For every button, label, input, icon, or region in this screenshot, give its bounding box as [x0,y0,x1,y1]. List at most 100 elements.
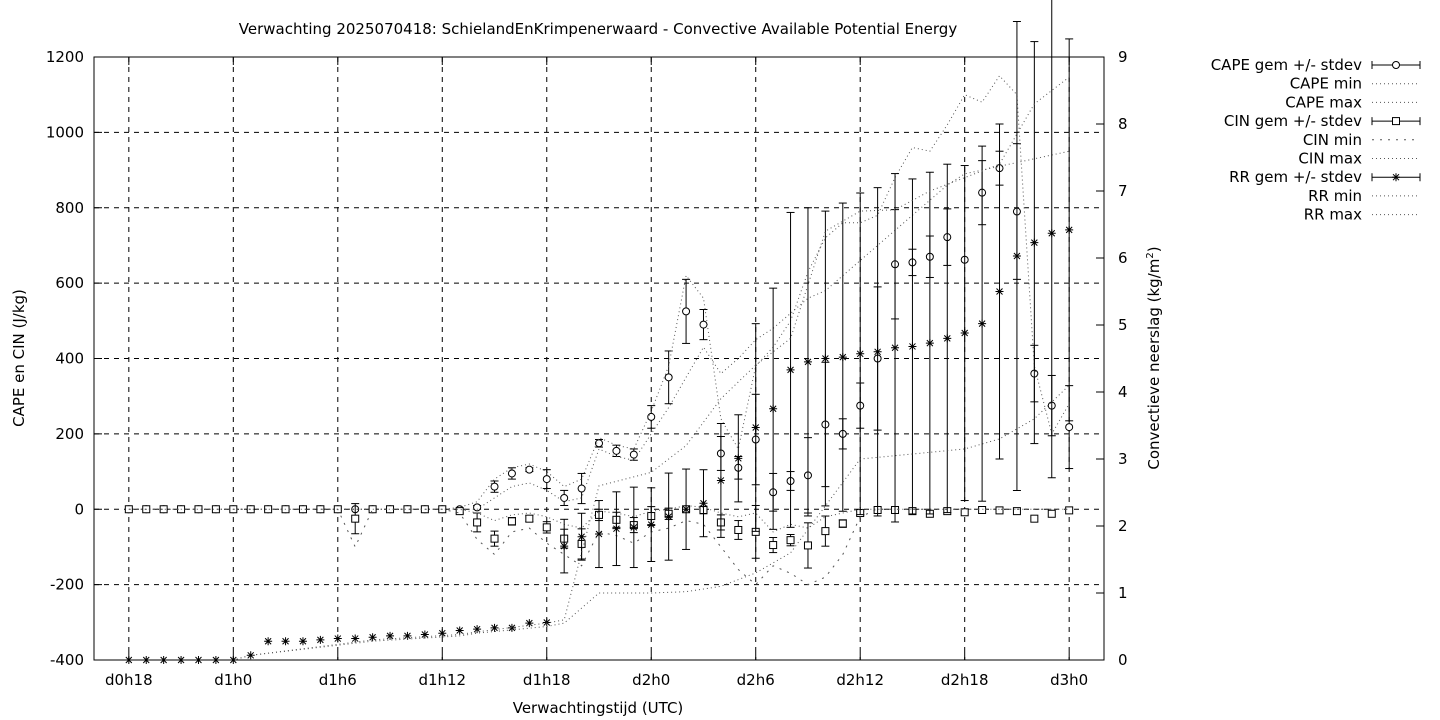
series-cape-min [128,150,1070,510]
data-point-star [368,633,377,642]
data-point-circle [595,439,603,448]
data-point-star [316,635,325,644]
data-point-circle [560,493,569,502]
data-point-circle [647,412,656,421]
data-point-square [821,527,830,536]
data-point-square [1030,514,1039,523]
data-point-square [769,541,778,550]
legend-marker [1392,61,1400,69]
data-point-star [542,618,551,627]
x-axis-label: Verwachtingstijd (UTC) [513,699,684,717]
data-point-star [908,342,917,351]
y-left-tick-label: -200 [50,576,84,594]
chart-title: Verwachting 2025070418: SchielandEnKrimp… [239,20,958,38]
series-cin-max [128,504,1070,533]
legend-label: RR max [1304,206,1362,224]
data-point-star [1065,225,1074,234]
x-tick-label: d1h12 [418,671,466,689]
data-point-star [803,357,812,366]
data-point-star [333,634,342,643]
x-tick-label: d2h0 [632,671,670,689]
data-point-star [682,505,691,514]
data-point-star [386,631,395,640]
y-right-tick-label: 0 [1118,651,1128,669]
data-point-star [978,319,987,328]
data-point-circle [507,469,516,478]
series-rr-gem-stdev [124,0,1074,664]
legend-marker [1392,117,1400,126]
data-point-square [351,514,360,523]
data-point-star [751,423,760,432]
data-point-square [734,525,743,534]
data-point-square [403,505,412,514]
data-point-square [211,505,220,514]
y-left-tick-label: 1200 [46,48,84,66]
data-point-star [891,343,900,352]
data-point-star [925,339,934,348]
data-point-circle [473,503,482,512]
data-point-star [403,631,412,640]
legend-label: CIN gem +/- stdev [1224,112,1362,130]
data-point-square [1065,506,1074,515]
data-point-square [838,519,847,528]
series-cape-max [128,74,1070,510]
series-rr-min [128,384,1070,661]
data-point-star [629,523,638,532]
data-point-star [281,637,290,646]
data-point-star [769,404,778,413]
data-point-square [542,523,551,532]
plot-series [124,0,1074,664]
data-point-star [647,520,656,529]
data-point-square [368,505,377,514]
legend-label: CAPE min [1290,75,1362,93]
y-axis-right-label: Convectieve neerslag (kg/m2) [1145,246,1163,469]
data-point-circle [1065,423,1074,432]
x-tick-label: d1h6 [319,671,357,689]
data-point-star [856,349,865,358]
series-cin-min [128,508,1070,586]
data-point-star [560,542,569,551]
data-point-star [420,630,429,639]
y-right-tick-label: 4 [1118,383,1128,401]
y-left-tick-label: -400 [50,651,84,669]
data-point-square [803,541,812,550]
data-point-square [473,518,482,527]
data-point-star [438,629,447,638]
data-point-square [316,505,325,514]
series-line-rr-max [128,76,1070,661]
legend-label: CIN min [1303,131,1362,149]
data-point-star [1047,229,1056,238]
y-right-tick-label: 5 [1118,316,1128,334]
y-right-tick-label: 2 [1118,517,1128,535]
data-point-star [960,329,969,338]
x-tick-label: d1h18 [523,671,571,689]
data-point-star [298,637,307,646]
data-point-circle [525,465,534,474]
data-point-star [473,625,482,634]
series-line-cape-max [128,74,1070,510]
data-point-star [1012,251,1021,260]
legend-label: RR min [1308,187,1362,205]
axis-ticks: d0h18 d1h0 d1h6 d1h12 d1h18 d2h0 d2h6 d2h12 d2h1… [46,48,1128,689]
data-point-star [716,476,725,485]
data-point-square [455,507,464,516]
legend-label: RR gem +/- stdev [1229,168,1362,186]
data-point-square [507,517,516,526]
data-point-star [1030,238,1039,247]
data-point-star [595,530,603,539]
data-point-square [960,508,969,517]
y-left-tick-label: 400 [55,350,84,368]
data-point-star [507,623,516,632]
data-point-star [246,651,255,660]
y-right-tick-label: 6 [1118,249,1128,267]
data-point-circle [699,320,708,329]
data-point-star [490,623,499,632]
data-point-star [577,532,586,541]
series-line-cin-min [128,508,1070,586]
x-tick-label: d0h18 [105,671,153,689]
legend-label: CAPE gem +/- stdev [1211,56,1362,74]
legend-label: CAPE max [1285,93,1362,111]
data-point-circle [577,484,586,493]
y-left-tick-label: 200 [55,425,84,443]
